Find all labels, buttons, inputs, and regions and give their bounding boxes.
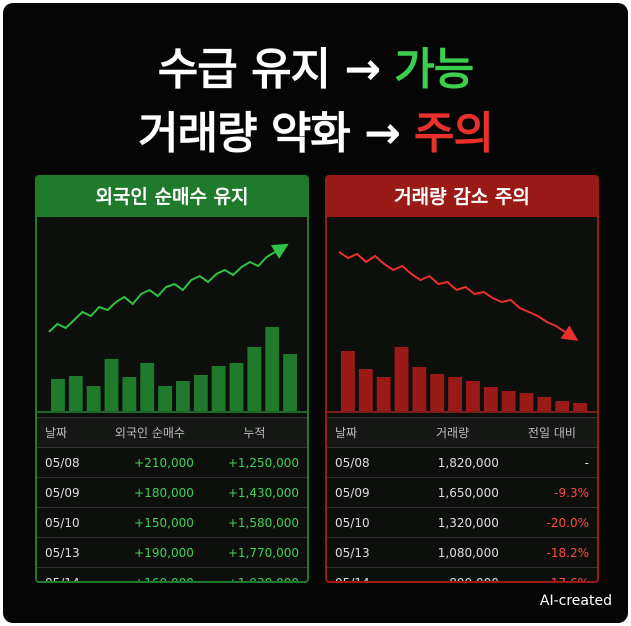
volume-bar (140, 363, 155, 411)
table-row: 05/10 1,320,000 -20.0% (327, 507, 597, 538)
cell: 05/13 (327, 537, 399, 568)
cell: +210,000 (98, 447, 202, 478)
cell: 05/10 (37, 507, 99, 538)
cell: +180,000 (98, 477, 202, 508)
volume-bar (448, 377, 462, 411)
table-header: 날짜 거래량 전일 대비 (327, 417, 597, 448)
panel-header: 외국인 순매수 유지 (37, 177, 307, 217)
volume-bar (283, 354, 297, 411)
title-text: 수급 유지 → (157, 44, 381, 95)
volume-bar (86, 386, 101, 411)
title-line: 거래량 약화 → 주의 (3, 97, 628, 161)
table-row: 05/13 +190,000 +1,770,000 (37, 537, 307, 568)
volume-bar (394, 347, 409, 411)
cell: 1,320,000 (398, 507, 507, 538)
volume-bar (51, 379, 65, 411)
title-highlight: 가능 (394, 44, 474, 95)
data-table: 날짜 거래량 전일 대비 05/08 1,820,000-05/09 1,650,000-… (327, 417, 597, 581)
cell: 1,820,000 (398, 447, 507, 478)
volume-bar (412, 367, 427, 411)
cell: +1,250,000 (201, 447, 307, 478)
volume-bar (193, 375, 208, 411)
volume-bar (555, 401, 570, 411)
panel: 거래량 감소 주의 날짜 거래량 전일 대비 05/08 1,820,000-05/09 1… (325, 175, 599, 583)
title-highlight: 주의 (413, 108, 494, 159)
volume-bar (501, 391, 516, 411)
header-cell: 날짜 (37, 417, 99, 448)
arrow-head (560, 325, 579, 341)
volume-bar (358, 369, 373, 411)
header-cell: 누적 (201, 417, 307, 448)
volume-bar (466, 381, 480, 411)
volume-bar (573, 403, 587, 411)
volume-bar (122, 377, 137, 411)
cell: 05/08 (37, 447, 99, 478)
volume-bar (229, 363, 244, 411)
arrow-head (270, 243, 289, 259)
cell: 05/10 (327, 507, 399, 538)
cell: 05/14 (37, 567, 99, 581)
cell: -20.0% (506, 507, 597, 538)
title-text: 거래량 약화 → (138, 108, 401, 159)
cell: -18.2% (506, 537, 597, 568)
cell: +1,930,000 (201, 567, 307, 581)
volume-bar (376, 377, 391, 411)
cell: 05/14 (327, 567, 399, 581)
cell: +1,580,000 (201, 507, 307, 538)
cell: 05/13 (37, 537, 99, 568)
table-row: 05/14 +160,000 +1,930,000 (37, 567, 307, 581)
chart (37, 243, 307, 413)
volume-bar (519, 393, 534, 411)
volume-bar (104, 359, 119, 411)
trend-line (48, 251, 276, 333)
header-cell: 거래량 (398, 417, 507, 448)
cell: +1,770,000 (201, 537, 307, 568)
chart (327, 251, 597, 413)
table-row: 05/08 1,820,000- (327, 447, 597, 478)
table-row: 05/13 1,080,000 -18.2% (327, 537, 597, 568)
cell: 05/08 (327, 447, 399, 478)
cell: +1,430,000 (201, 477, 307, 508)
cell: 890,000 (398, 567, 507, 581)
cell: 05/09 (327, 477, 399, 508)
cell: 1,080,000 (398, 537, 507, 568)
data-table: 날짜 외국인 순매수 누적 05/08 +210,000 +1,250,000 05/09 +… (37, 417, 307, 581)
volume-bar (247, 347, 262, 411)
table-row: 05/14 890,000 -17.6% (327, 567, 597, 581)
cell: -9.3% (506, 477, 597, 508)
cell: - (506, 447, 597, 478)
title-line: 수급 유지 → 가능 (3, 33, 628, 97)
cell: -17.6% (506, 567, 597, 581)
panel: 외국인 순매수 유지 날짜 외국인 순매수 누적 05/08 +210,000 +1,250… (35, 175, 309, 583)
header-cell: 전일 대비 (506, 417, 597, 448)
volume-bar (430, 374, 445, 411)
volume-bar (211, 366, 226, 411)
footer: AI-created (539, 593, 612, 609)
volume-bar (176, 381, 190, 411)
trend-line (338, 251, 566, 333)
cell: 05/09 (37, 477, 99, 508)
cell: +160,000 (98, 567, 202, 581)
table-row: 05/09 1,650,000 -9.3% (327, 477, 597, 508)
infographic: AI-created 수급 유지 → 가능 거래량 약화 → 주의 외국인 순매수 유지… (3, 3, 628, 623)
table-row: 05/10 +150,000 +1,580,000 (37, 507, 307, 538)
volume-bar (68, 376, 83, 411)
table-row: 05/09 +180,000 +1,430,000 (37, 477, 307, 508)
header-cell: 날짜 (327, 417, 399, 448)
cell: 1,650,000 (398, 477, 507, 508)
volume-bar (341, 351, 355, 411)
table-header: 날짜 외국인 순매수 누적 (37, 417, 307, 448)
volume-bar (158, 386, 172, 411)
volume-bar (537, 397, 552, 411)
table-row: 05/08 +210,000 +1,250,000 (37, 447, 307, 478)
cell: +150,000 (98, 507, 202, 538)
header-cell: 외국인 순매수 (98, 417, 202, 448)
volume-bar (265, 327, 280, 411)
panel-header: 거래량 감소 주의 (327, 177, 597, 217)
cell: +190,000 (98, 537, 202, 568)
volume-bar (483, 387, 498, 411)
